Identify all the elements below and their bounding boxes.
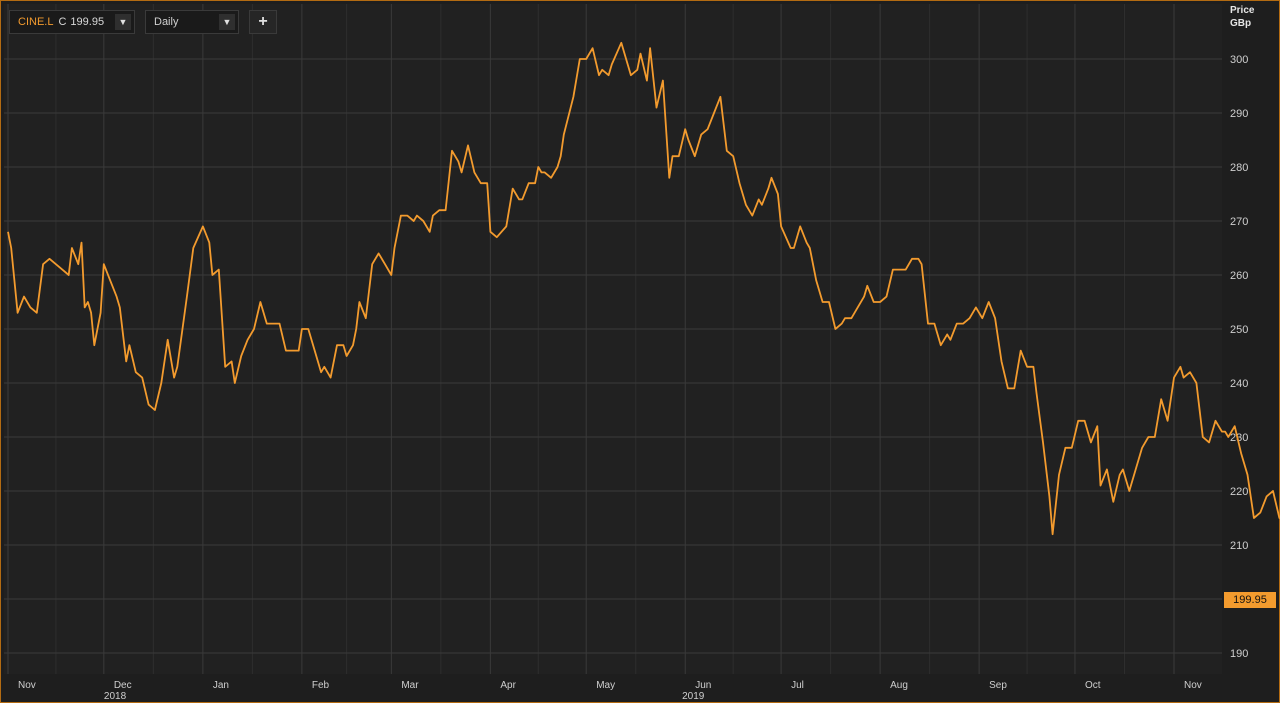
close-value: 199.95 (70, 16, 105, 28)
close-label: C (58, 16, 67, 28)
period-selector[interactable]: Daily ▼ (145, 10, 239, 34)
x-tick-label: Sep (989, 680, 1007, 691)
year-labels: 2018 2019 (104, 691, 705, 702)
plot-area (4, 4, 1222, 674)
x-tick-label: Oct (1085, 680, 1101, 691)
x-tick-label: Nov (18, 680, 36, 691)
add-button[interactable]: + (249, 10, 277, 34)
x-tick-label: Nov (1184, 680, 1202, 691)
y-axis-title-line2: GBp (1230, 18, 1252, 29)
y-tick-label: 250 (1230, 324, 1248, 336)
plus-icon: + (258, 13, 268, 30)
last-price-badge: 199.95 (1224, 592, 1276, 608)
x-tick-label: Feb (312, 680, 330, 691)
horizontal-grid (4, 58, 1222, 654)
x-tick-label: Jul (791, 680, 804, 691)
y-axis-title-line1: Price (1230, 5, 1255, 16)
x-tick-label: May (596, 680, 615, 691)
y-tick-label: 210 (1230, 540, 1248, 552)
year-label: 2018 (104, 691, 127, 702)
y-tick-label: 190 (1230, 648, 1248, 660)
y-tick-label: 260 (1230, 270, 1248, 282)
x-axis-ticks: Nov Dec Jan Feb Mar Apr May Jun Jul Aug Sep Oct Nov (18, 680, 1202, 691)
x-tick-label: Dec (114, 680, 132, 691)
chevron-down-icon[interactable]: ▼ (115, 14, 131, 30)
y-tick-label: 270 (1230, 216, 1248, 228)
y-tick-label: 290 (1230, 108, 1248, 120)
ric-code: CINE.L (18, 16, 54, 28)
instrument-selector[interactable]: CINE.L C 199.95 ▼ (9, 10, 135, 34)
y-tick-label: 240 (1230, 378, 1248, 390)
year-label: 2019 (682, 691, 705, 702)
y-tick-label: 220 (1230, 486, 1248, 498)
x-tick-label: Jun (695, 680, 711, 691)
vertical-grid (7, 4, 1175, 674)
price-line-series[interactable] (7, 41, 1280, 648)
x-tick-label: Apr (500, 680, 516, 691)
chevron-down-icon[interactable]: ▼ (219, 14, 235, 30)
x-tick-label: Jan (213, 680, 229, 691)
y-axis-title: Price GBp (1230, 4, 1254, 30)
period-label: Daily (154, 16, 179, 28)
y-tick-label: 230 (1230, 432, 1248, 444)
x-tick-label: Mar (401, 680, 419, 691)
y-tick-label: 300 (1230, 54, 1248, 66)
x-tick-label: Aug (890, 680, 908, 691)
y-axis-ticks: 190200210220230240250260270280290300 (1230, 54, 1248, 660)
y-tick-label: 280 (1230, 162, 1248, 174)
